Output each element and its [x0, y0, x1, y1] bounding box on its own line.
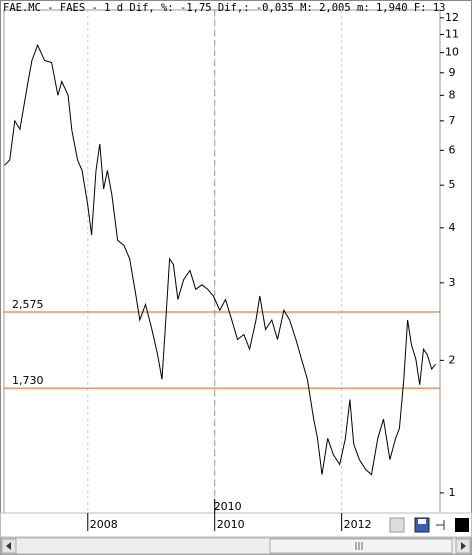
pin-button[interactable] — [436, 520, 445, 530]
y-tick-label: 3 — [449, 276, 456, 289]
level-label: 2,575 — [12, 298, 44, 311]
y-tick-label: 2 — [449, 353, 456, 366]
level-label: 1,730 — [12, 374, 44, 387]
arrow-left — [6, 542, 11, 550]
crosshair-label: 2010 — [214, 500, 242, 513]
tool-button[interactable] — [389, 517, 405, 533]
save-icon — [418, 519, 426, 524]
y-tick-label: 7 — [449, 114, 456, 127]
y-tick-label: 12 — [445, 11, 459, 24]
y-tick-label: 5 — [449, 178, 456, 191]
plot-area — [3, 9, 441, 514]
arrow-right — [461, 542, 466, 550]
y-tick-label: 10 — [445, 46, 459, 59]
thumb-grip — [355, 542, 363, 550]
x-tick-label: 2012 — [344, 518, 372, 531]
y-tick-label: 8 — [449, 88, 456, 101]
y-tick-label: 11 — [445, 27, 459, 40]
y-tick-label: 6 — [449, 143, 456, 156]
toolbar — [389, 517, 469, 533]
y-tick-label: 1 — [449, 486, 456, 499]
x-tick-label: 2010 — [217, 518, 245, 531]
x-tick-label: 2008 — [90, 518, 118, 531]
scroll-thumb[interactable] — [269, 538, 453, 554]
scrollbar — [0, 537, 472, 555]
header-title: FAE.MC - FAES - 1 d Dif, %: -1,75 Dif,: … — [3, 2, 446, 14]
color-button[interactable] — [455, 518, 469, 532]
price-line — [4, 43, 436, 476]
y-tick-label: 4 — [449, 221, 456, 234]
y-tick-label: 9 — [449, 66, 456, 79]
